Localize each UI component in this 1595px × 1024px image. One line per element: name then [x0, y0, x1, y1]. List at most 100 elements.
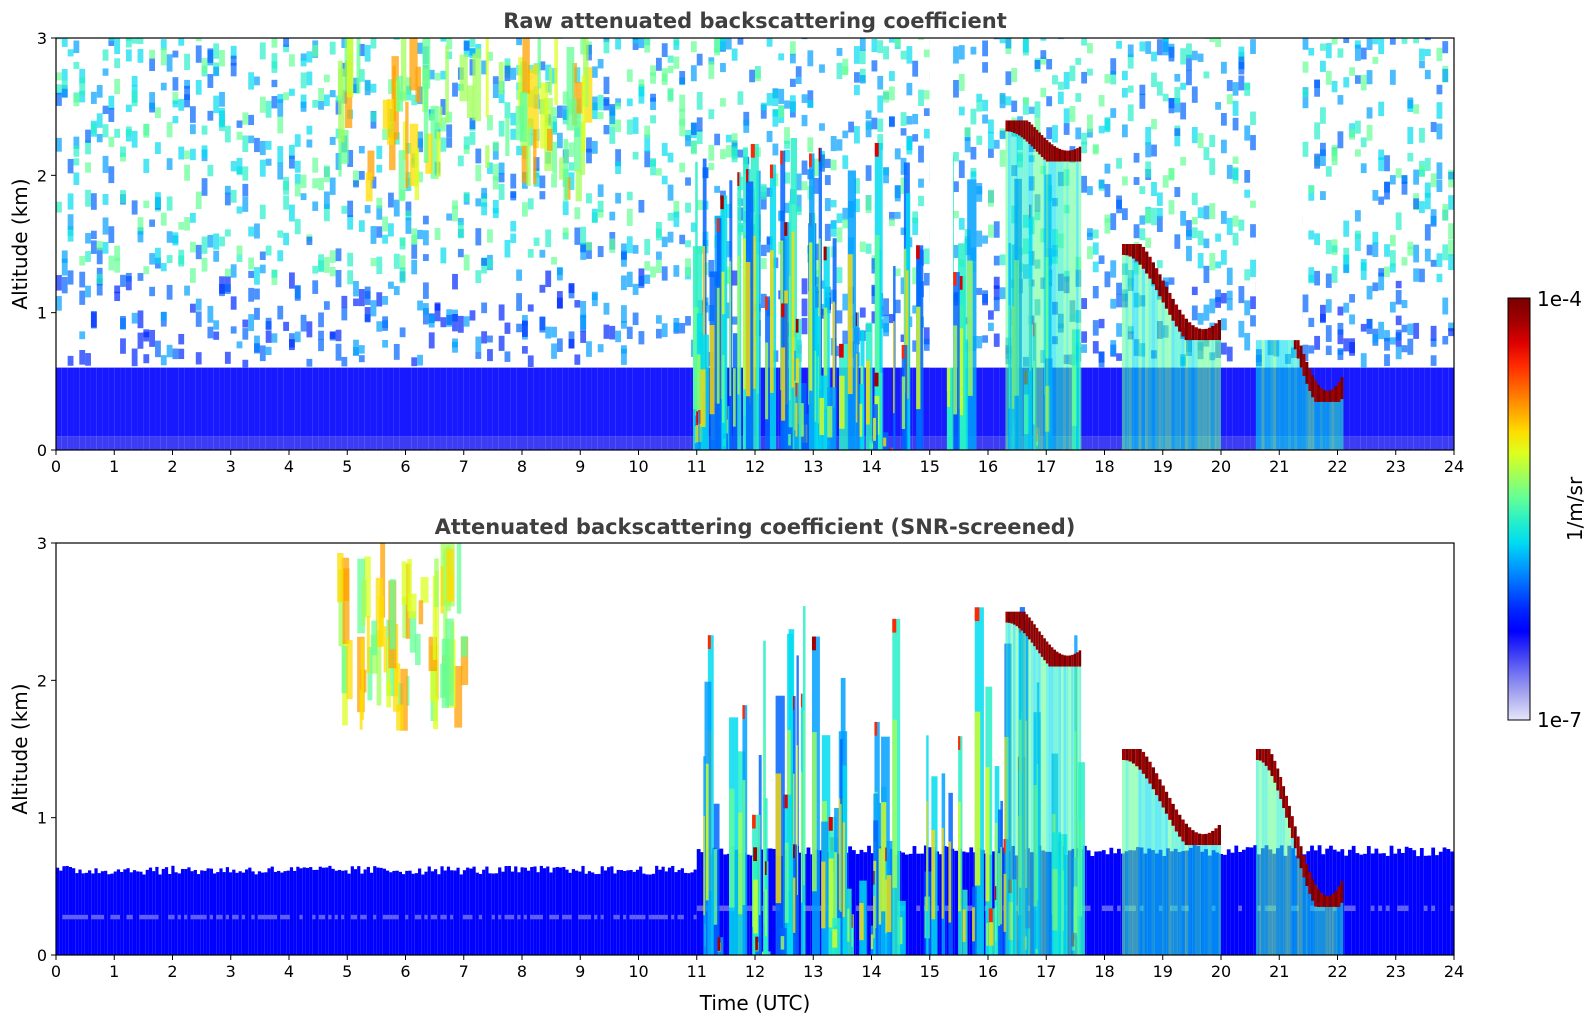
heatmap-cell: [283, 871, 287, 955]
heatmap-cell: [417, 300, 423, 311]
heatmap-cell: [906, 82, 913, 96]
raw-heatmap: [56, 38, 1454, 450]
heatmap-cell: [456, 543, 462, 614]
heatmap-cell: [667, 152, 674, 163]
heatmap-cell: [1139, 228, 1146, 241]
heatmap-cell: [338, 140, 342, 177]
heatmap-cell: [667, 367, 674, 437]
heatmap-cell: [94, 914, 98, 920]
heatmap-cell: [580, 436, 587, 450]
heatmap-cell: [329, 436, 336, 450]
heatmap-cell: [1448, 322, 1454, 332]
heatmap-cell: [481, 367, 488, 437]
heatmap-cell: [1174, 128, 1181, 136]
heatmap-cell: [481, 331, 488, 344]
heatmap-cell: [1063, 72, 1070, 90]
heatmap-cell: [321, 914, 326, 920]
heatmap-cell: [108, 255, 115, 271]
heatmap-cell: [527, 367, 534, 437]
x-tick-label: 18: [1094, 962, 1114, 981]
heatmap-cell: [91, 914, 95, 920]
heatmap-cell: [382, 914, 386, 920]
heatmap-cell: [1273, 760, 1277, 783]
heatmap-cell: [894, 268, 901, 277]
heatmap-cell: [85, 367, 91, 437]
heatmap-cell: [487, 335, 493, 343]
heatmap-cell: [1207, 845, 1212, 955]
heatmap-cell: [855, 853, 860, 955]
heatmap-cell: [328, 865, 332, 955]
heatmap-cell: [1018, 135, 1021, 450]
heatmap-cell: [353, 914, 358, 920]
heatmap-cell: [761, 905, 765, 912]
heatmap-cell: [1145, 208, 1152, 223]
heatmap-cell: [1178, 331, 1182, 450]
heatmap-cell: [1302, 88, 1309, 98]
heatmap-cell: [385, 870, 390, 955]
heatmap-cell: [1448, 254, 1454, 271]
heatmap-cell: [1168, 797, 1172, 820]
heatmap-cell: [1305, 886, 1309, 955]
heatmap-cell: [1078, 666, 1082, 955]
heatmap-cell: [772, 905, 777, 912]
heatmap-cell: [283, 436, 289, 450]
heatmap-cell: [1145, 237, 1152, 248]
heatmap-cell: [1372, 282, 1379, 292]
heatmap-cell: [1343, 38, 1350, 44]
heatmap-cell: [457, 155, 464, 167]
heatmap-cell: [1104, 367, 1111, 437]
heatmap-cell: [1320, 107, 1326, 124]
heatmap-cell: [1331, 80, 1338, 93]
heatmap-cell: [265, 100, 272, 118]
heatmap-cell: [1075, 127, 1082, 140]
heatmap-cell: [79, 77, 86, 96]
heatmap-cell: [581, 865, 585, 955]
heatmap-cell: [254, 874, 258, 955]
heatmap-cell: [1139, 215, 1146, 225]
heatmap-cell: [865, 120, 872, 138]
heatmap-cell: [417, 354, 423, 366]
heatmap-cell: [207, 48, 214, 63]
heatmap-cell: [396, 75, 403, 112]
heatmap-cell: [72, 914, 76, 920]
y-tick-label: 3: [37, 29, 47, 48]
heatmap-cell: [1424, 436, 1431, 450]
x-axis-ticks-raw: 0 1 2 3 4 5 6 7 8 9 10 11 12 13 14 15 16 17 18 19 20 21 22 23 24: [51, 450, 1464, 476]
heatmap-cell: [720, 38, 726, 51]
heatmap-cell: [1230, 852, 1235, 955]
heatmap-cell: [1081, 298, 1088, 310]
heatmap-cell: [1419, 436, 1425, 450]
heatmap-cell: [1448, 367, 1454, 437]
heatmap-cell: [806, 847, 811, 955]
heatmap-cell: [242, 328, 249, 340]
heatmap-cell: [1448, 436, 1454, 450]
heatmap-cell: [371, 620, 377, 656]
heatmap-cell: [353, 869, 358, 955]
heatmap-cell: [982, 436, 988, 450]
heatmap-cell: [293, 870, 297, 955]
heatmap-cell: [160, 82, 167, 91]
heatmap-cell: [871, 60, 878, 72]
heatmap-cell: [929, 367, 936, 437]
heatmap-cell: [399, 327, 406, 338]
heatmap-cell: [1154, 773, 1159, 796]
heatmap-cell: [959, 328, 964, 416]
heatmap-cell: [582, 38, 589, 108]
heatmap-cell: [1389, 367, 1396, 437]
heatmap-cell: [131, 90, 138, 107]
heatmap-cell: [114, 367, 121, 437]
heatmap-cell: [357, 866, 361, 955]
heatmap-cell: [696, 849, 701, 955]
heatmap-cell: [335, 343, 342, 361]
heatmap-cell: [1204, 328, 1208, 341]
heatmap-cell: [389, 579, 396, 650]
heatmap-cell: [85, 140, 91, 155]
heatmap-cell: [888, 86, 895, 101]
heatmap-cell: [270, 866, 274, 955]
heatmap-cell: [1299, 868, 1303, 955]
heatmap-cell: [1125, 255, 1129, 450]
heatmap-cell: [219, 50, 225, 67]
heatmap-cell: [1214, 323, 1218, 341]
heatmap-cell: [514, 866, 518, 955]
